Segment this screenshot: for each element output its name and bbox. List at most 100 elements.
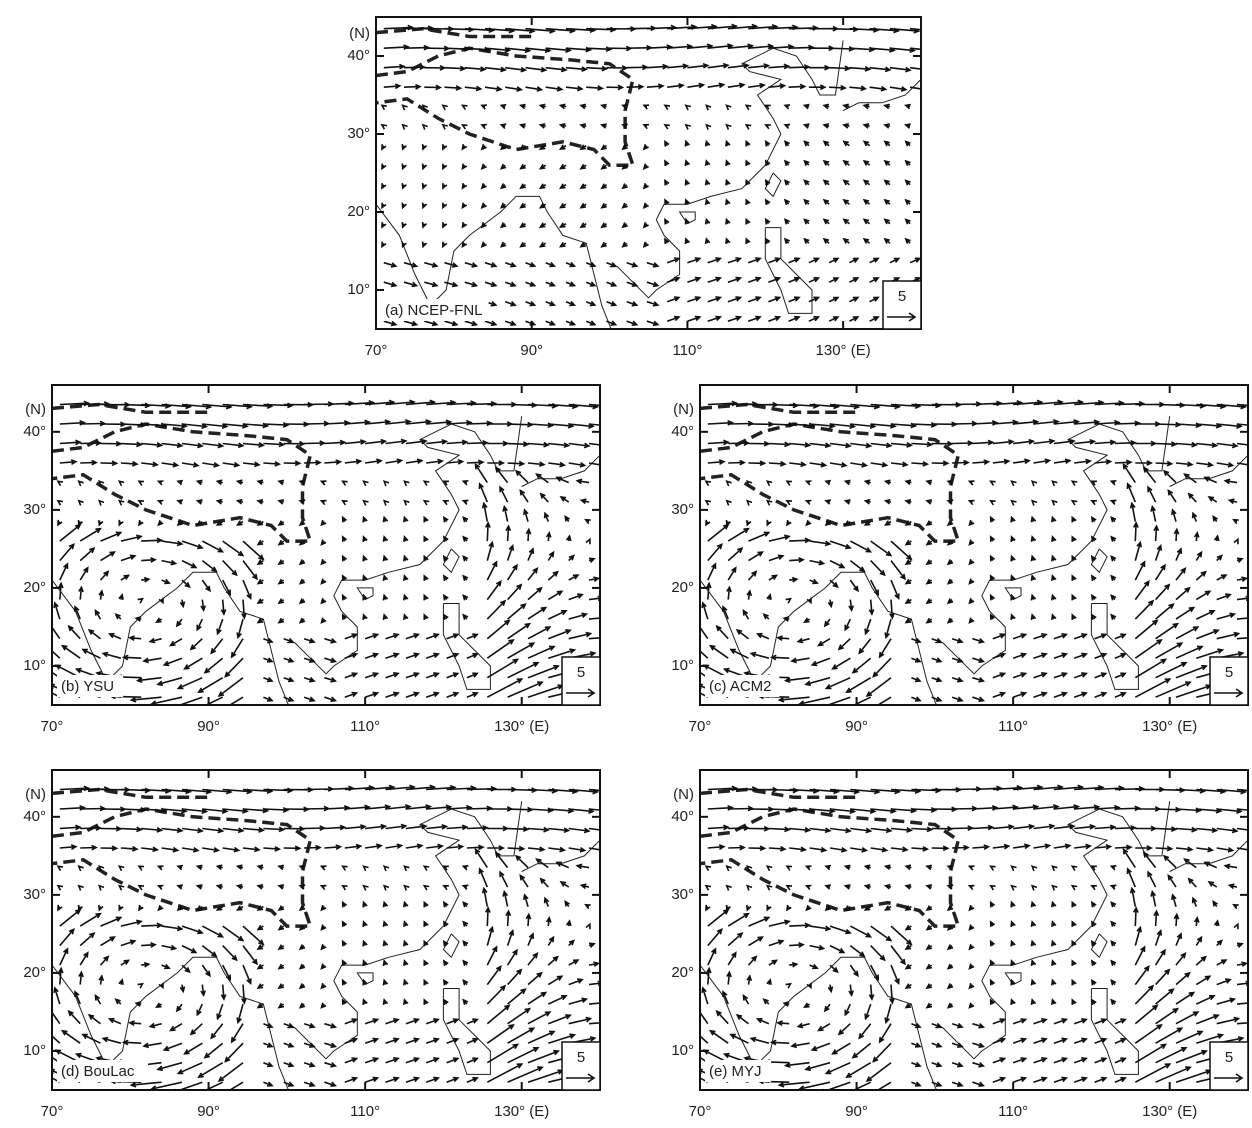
wind-vector xyxy=(422,480,430,487)
wind-vector xyxy=(403,574,409,582)
wind-vector xyxy=(114,613,122,620)
wind-vector xyxy=(1013,823,1036,830)
wind-vector xyxy=(179,599,186,609)
wind-vector xyxy=(405,438,428,445)
wind-vector xyxy=(486,599,507,620)
wind-vector xyxy=(1053,633,1068,640)
wind-vector xyxy=(1134,540,1142,561)
wind-vector xyxy=(425,652,440,659)
wind-vector xyxy=(1236,576,1248,582)
wind-vector xyxy=(785,480,793,486)
wind-vector xyxy=(803,218,810,225)
wind-vector xyxy=(849,296,860,303)
wind-vector xyxy=(808,296,821,303)
wind-vector xyxy=(727,527,750,542)
wind-vector xyxy=(535,858,549,869)
wind-vector xyxy=(421,144,428,151)
wind-vector xyxy=(768,554,785,562)
wind-vector xyxy=(1071,535,1077,542)
wind-vector xyxy=(283,637,295,644)
wind-vector xyxy=(764,159,771,167)
wind-vector xyxy=(904,159,911,166)
wind-vector xyxy=(951,657,964,663)
wind-vector xyxy=(904,983,912,989)
wind-vector xyxy=(235,479,244,486)
wind-vector xyxy=(344,843,363,850)
wind-vector xyxy=(256,864,264,871)
y-tick-label: 10° xyxy=(23,657,46,674)
wind-vector xyxy=(162,1042,183,1052)
wind-vector xyxy=(1216,593,1232,601)
wind-vector xyxy=(263,461,282,467)
wind-vector xyxy=(725,480,732,487)
wind-vector xyxy=(52,649,61,659)
wind-vector xyxy=(215,905,224,911)
wind-vector xyxy=(527,1049,560,1064)
wind-vector xyxy=(141,576,151,583)
wind-vector xyxy=(263,637,274,644)
wind-vector xyxy=(768,296,782,303)
wind-vector xyxy=(952,825,975,832)
y-axis-unit: (N) xyxy=(673,401,694,418)
wind-vector xyxy=(405,843,424,850)
wind-vector xyxy=(1167,488,1177,503)
wind-vector xyxy=(142,657,162,664)
wind-vector xyxy=(446,1057,460,1064)
wind-vector xyxy=(822,103,830,110)
wind-vector xyxy=(298,983,306,990)
wind-vector xyxy=(228,1081,244,1090)
wind-vector xyxy=(446,1037,460,1044)
wind-vector xyxy=(568,612,589,620)
wind-vector xyxy=(642,202,649,209)
wind-vector xyxy=(56,480,64,487)
wind-vector xyxy=(822,123,830,129)
wind-vector xyxy=(277,905,285,911)
wind-vector xyxy=(423,535,429,542)
wind-vector xyxy=(442,222,448,229)
wind-vector xyxy=(1010,978,1016,986)
wind-vector xyxy=(1155,1027,1184,1044)
wind-vector xyxy=(1207,880,1218,888)
wind-vector xyxy=(870,945,886,962)
wind-vector xyxy=(809,944,826,951)
wind-vector xyxy=(824,1061,851,1075)
wind-vector xyxy=(283,1061,295,1068)
wind-vector xyxy=(817,638,831,647)
wind-vector xyxy=(606,300,618,307)
wind-vector xyxy=(1090,480,1097,486)
x-tick-label: 110° xyxy=(350,718,380,735)
wind-vector xyxy=(364,458,383,465)
wind-vector xyxy=(57,966,64,985)
wind-vector xyxy=(1236,617,1248,620)
wind-vector xyxy=(890,579,900,600)
wind-vector xyxy=(304,459,322,466)
wind-vector xyxy=(1030,574,1037,582)
wind-vector xyxy=(1187,492,1197,503)
wind-vector xyxy=(748,916,771,927)
wind-vector xyxy=(1071,554,1077,562)
wind-vector xyxy=(100,551,116,562)
wind-vector xyxy=(385,843,404,850)
wind-vector xyxy=(1010,480,1017,487)
wind-vector xyxy=(478,867,489,888)
wind-vector xyxy=(972,1081,986,1088)
wind-vector xyxy=(568,631,593,640)
wind-vector xyxy=(486,540,494,561)
wind-vector xyxy=(869,964,880,982)
wind-vector xyxy=(499,485,509,503)
wind-vector xyxy=(972,439,995,446)
wind-vector xyxy=(425,691,440,698)
wind-vector xyxy=(925,963,933,970)
wind-vector xyxy=(67,624,81,640)
wind-vector xyxy=(1132,906,1139,927)
wind-vector xyxy=(849,540,873,553)
wind-vector xyxy=(56,884,64,891)
wind-vector xyxy=(747,315,762,322)
map-frame xyxy=(51,384,601,706)
wind-vector xyxy=(464,261,479,268)
wind-vector xyxy=(1175,826,1198,833)
label-bg xyxy=(57,675,124,697)
wind-vector xyxy=(729,1033,749,1044)
wind-vector xyxy=(547,610,568,620)
wind-vector xyxy=(401,241,407,249)
